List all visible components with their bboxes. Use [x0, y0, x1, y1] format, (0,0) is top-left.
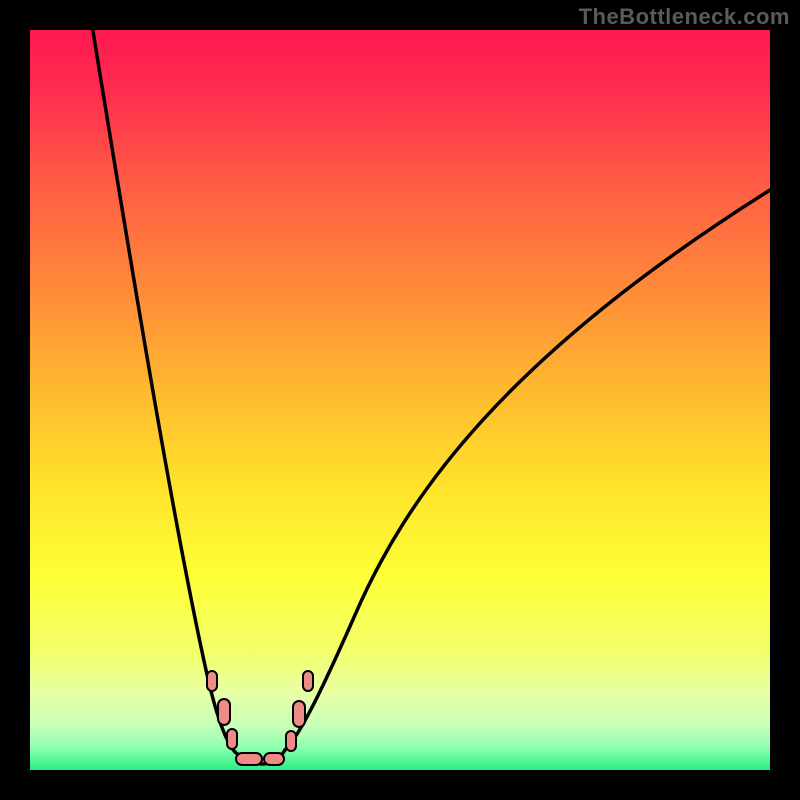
curve-marker	[263, 752, 285, 766]
bottleneck-curve	[30, 30, 770, 770]
watermark-text: TheBottleneck.com	[579, 4, 790, 30]
curve-left-branch	[92, 30, 235, 752]
plot-area	[30, 30, 770, 770]
curve-marker	[292, 700, 306, 728]
chart-canvas: TheBottleneck.com	[0, 0, 800, 800]
curve-marker	[206, 670, 218, 692]
curve-marker	[302, 670, 314, 692]
curve-right-branch	[285, 190, 770, 750]
curve-marker	[285, 730, 297, 752]
curve-marker	[226, 728, 238, 750]
curve-marker	[217, 698, 231, 726]
curve-marker	[235, 752, 263, 766]
